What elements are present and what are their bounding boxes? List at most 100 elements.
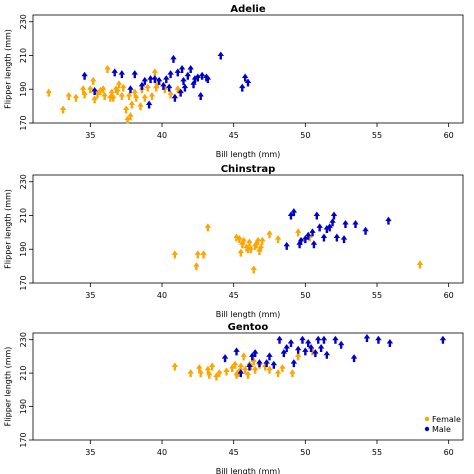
y-axis-label: Flipper length (mm) bbox=[4, 347, 13, 427]
data-point-male bbox=[221, 354, 229, 363]
data-point-female bbox=[97, 86, 104, 95]
data-point-female bbox=[151, 68, 159, 77]
data-point-male bbox=[165, 83, 173, 92]
data-point-male bbox=[256, 359, 263, 368]
data-point-female bbox=[115, 80, 123, 89]
data-point-female bbox=[107, 93, 114, 102]
data-point-male bbox=[163, 75, 170, 84]
data-point-male bbox=[363, 334, 371, 343]
data-point-female bbox=[241, 365, 249, 374]
data-point-male bbox=[329, 218, 336, 227]
data-point-male bbox=[151, 75, 159, 84]
data-point-male bbox=[333, 233, 341, 242]
data-point-female bbox=[266, 230, 273, 239]
y-tick-label: 170 bbox=[19, 432, 28, 447]
data-point-male bbox=[332, 335, 339, 344]
plot-frame bbox=[32, 174, 464, 284]
data-point-male bbox=[239, 83, 246, 92]
x-tick-label: 55 bbox=[372, 291, 382, 300]
data-point-male bbox=[350, 354, 358, 363]
y-tick-label: 230 bbox=[19, 14, 28, 29]
data-point-male bbox=[296, 240, 303, 249]
data-point-female bbox=[239, 240, 246, 249]
x-tick-label: 60 bbox=[444, 291, 454, 300]
data-point-male bbox=[194, 73, 202, 82]
data-point-female bbox=[259, 236, 266, 245]
data-point-female bbox=[127, 112, 134, 121]
data-point-male bbox=[305, 231, 312, 240]
x-tick-label: 60 bbox=[444, 448, 454, 457]
x-tick-label: 35 bbox=[85, 291, 95, 300]
data-point-male bbox=[280, 349, 288, 358]
data-point-male bbox=[337, 340, 345, 349]
data-point-male bbox=[131, 70, 138, 79]
data-point-female bbox=[124, 115, 131, 124]
data-point-male bbox=[375, 335, 382, 344]
data-point-female bbox=[237, 248, 245, 257]
data-point-female bbox=[279, 364, 286, 373]
y-tick-label: 190 bbox=[19, 82, 28, 97]
data-point-female bbox=[233, 233, 240, 242]
x-tick-label: 35 bbox=[85, 131, 95, 140]
data-point-female bbox=[234, 369, 242, 378]
data-point-female bbox=[246, 238, 253, 247]
panel-chinstrap: Chinstrap 35 40 45 50 55 60 170 190 210 230 Bill le… bbox=[4, 164, 464, 319]
data-point-male bbox=[362, 226, 369, 235]
data-point-female bbox=[161, 85, 169, 94]
y-tick-label: 190 bbox=[19, 399, 28, 414]
data-point-female bbox=[194, 250, 202, 259]
data-point-male bbox=[246, 362, 253, 371]
data-point-male bbox=[283, 241, 290, 250]
y-tick-label: 230 bbox=[19, 174, 28, 189]
x-tick-label: 55 bbox=[372, 131, 382, 140]
data-point-female bbox=[229, 364, 236, 373]
data-point-female bbox=[244, 245, 252, 254]
data-point-male bbox=[352, 219, 359, 228]
data-point-female bbox=[193, 262, 200, 271]
data-point-female bbox=[79, 85, 87, 94]
data-point-female bbox=[122, 105, 130, 114]
data-point-male bbox=[187, 65, 194, 73]
data-point-male bbox=[244, 78, 252, 87]
data-point-male bbox=[439, 335, 447, 344]
data-point-female bbox=[204, 223, 212, 232]
panel-title: Adelie bbox=[230, 4, 266, 15]
y-tick-label: 210 bbox=[19, 48, 28, 63]
data-point-female bbox=[104, 65, 111, 73]
x-tick-label: 40 bbox=[157, 448, 167, 457]
data-point-male bbox=[302, 235, 309, 244]
data-point-female bbox=[171, 362, 179, 371]
data-point-male bbox=[340, 235, 348, 244]
data-point-female bbox=[59, 105, 67, 114]
data-point-female bbox=[128, 100, 136, 109]
data-point-female bbox=[257, 243, 265, 252]
data-point-male bbox=[170, 54, 177, 63]
data-point-female bbox=[309, 347, 316, 356]
data-point-female bbox=[251, 241, 259, 250]
y-tick-label: 210 bbox=[19, 365, 28, 380]
data-point-male bbox=[145, 100, 153, 109]
data-point-male bbox=[190, 80, 197, 89]
data-point-female bbox=[153, 83, 160, 92]
data-point-female bbox=[154, 80, 161, 89]
data-point-female bbox=[223, 367, 230, 376]
data-point-female bbox=[197, 369, 204, 378]
data-point-female bbox=[90, 76, 97, 85]
data-point-male bbox=[302, 347, 309, 356]
x-axis-label: Bill length (mm) bbox=[216, 150, 281, 159]
data-point-male bbox=[307, 344, 315, 353]
panel-title: Chinstrap bbox=[221, 164, 276, 175]
data-point-male bbox=[249, 352, 256, 361]
data-point-female bbox=[233, 370, 240, 379]
data-point-male bbox=[290, 208, 298, 217]
x-tick-label: 50 bbox=[300, 291, 310, 300]
data-point-male bbox=[198, 71, 206, 80]
data-point-male bbox=[312, 349, 319, 358]
data-point-female bbox=[253, 240, 260, 249]
x-tick-label: 45 bbox=[229, 448, 239, 457]
data-point-female bbox=[118, 92, 126, 100]
data-point-female bbox=[174, 85, 181, 94]
data-point-female bbox=[231, 360, 239, 369]
data-point-female bbox=[72, 93, 80, 102]
x-tick-label: 45 bbox=[229, 291, 239, 300]
